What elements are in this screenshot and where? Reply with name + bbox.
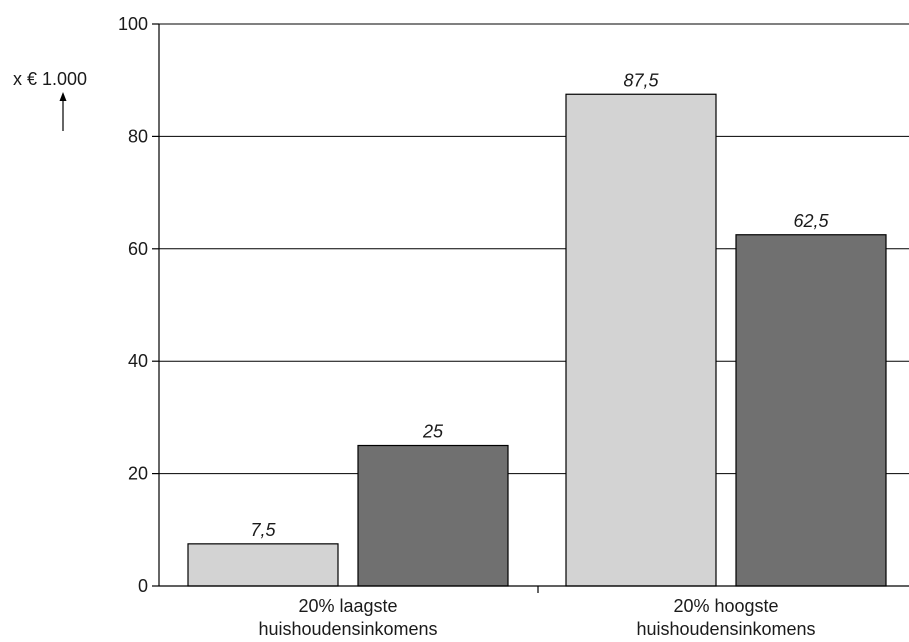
category-label: 20% laagste xyxy=(298,596,397,616)
bar xyxy=(357,444,509,587)
axes xyxy=(158,24,909,587)
y-tick-label: 0 xyxy=(138,576,148,596)
y-tick-label: 20 xyxy=(128,464,148,484)
y-ticks: 0 20 40 60 80 100 xyxy=(118,14,539,596)
category-label: huishoudensinkomens xyxy=(636,619,815,639)
category-labels: 20% laagste huishoudensinkomens 20% hoogst… xyxy=(258,596,815,639)
bar xyxy=(187,543,339,587)
y-tick-label: 80 xyxy=(128,126,148,146)
bar-value-label: 62,5 xyxy=(793,211,829,231)
bar-value-label: 87,5 xyxy=(623,70,659,90)
category-label: huishoudensinkomens xyxy=(258,619,437,639)
y-tick-label: 60 xyxy=(128,239,148,259)
bars xyxy=(187,93,887,587)
y-tick-label: 40 xyxy=(128,351,148,371)
y-unit: x € 1.000 xyxy=(13,69,87,131)
bar-value-label: 7,5 xyxy=(250,520,276,540)
y-axis-unit-label: x € 1.000 xyxy=(13,69,87,89)
up-arrow-icon xyxy=(59,92,67,131)
bar xyxy=(735,234,887,587)
category-label: 20% hoogste xyxy=(673,596,778,616)
bar xyxy=(565,93,717,587)
bar-value-label: 25 xyxy=(422,422,444,442)
data-labels: 7,5 25 87,5 62,5 xyxy=(250,70,829,540)
y-tick-label: 100 xyxy=(118,14,148,34)
